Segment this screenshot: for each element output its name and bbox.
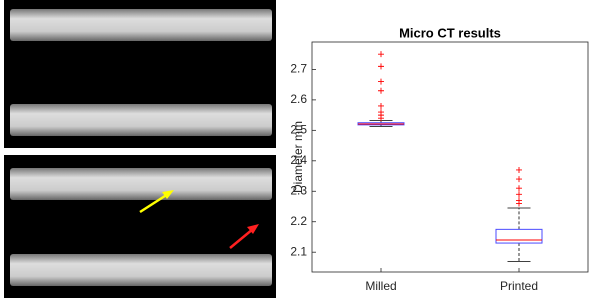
rod	[10, 104, 272, 136]
y-tick-label: 2.2	[290, 214, 307, 228]
rod	[10, 9, 272, 41]
outlier	[378, 102, 384, 109]
arrow	[139, 192, 169, 214]
outlier	[516, 191, 522, 198]
arrow-head	[162, 190, 174, 199]
rod	[10, 168, 272, 200]
y-tick-label: 2.1	[290, 244, 307, 258]
x-tick-label: Milled	[365, 279, 396, 293]
outlier	[378, 78, 384, 85]
x-tick-label: Printed	[500, 279, 538, 293]
rod	[10, 254, 272, 286]
outlier	[378, 51, 384, 58]
y-tick-label: 2.4	[290, 153, 307, 167]
box	[495, 228, 543, 244]
arrow	[229, 228, 254, 249]
outlier	[378, 63, 384, 70]
outlier	[378, 87, 384, 94]
y-tick-label: 2.5	[290, 123, 307, 137]
outlier	[516, 166, 522, 173]
y-tick-label: 2.3	[290, 183, 307, 197]
y-tick-label: 2.7	[290, 62, 307, 76]
outlier	[378, 109, 384, 116]
axes-frame	[311, 41, 589, 273]
micro-ct-images	[4, 0, 276, 298]
chart-title: Micro CT results	[399, 25, 501, 40]
outlier	[516, 197, 522, 204]
y-tick-label: 2.6	[290, 92, 307, 106]
y-axis-label: Diameter mm	[291, 121, 305, 193]
outlier	[516, 176, 522, 183]
outlier	[516, 185, 522, 192]
arrow-head	[247, 224, 259, 234]
